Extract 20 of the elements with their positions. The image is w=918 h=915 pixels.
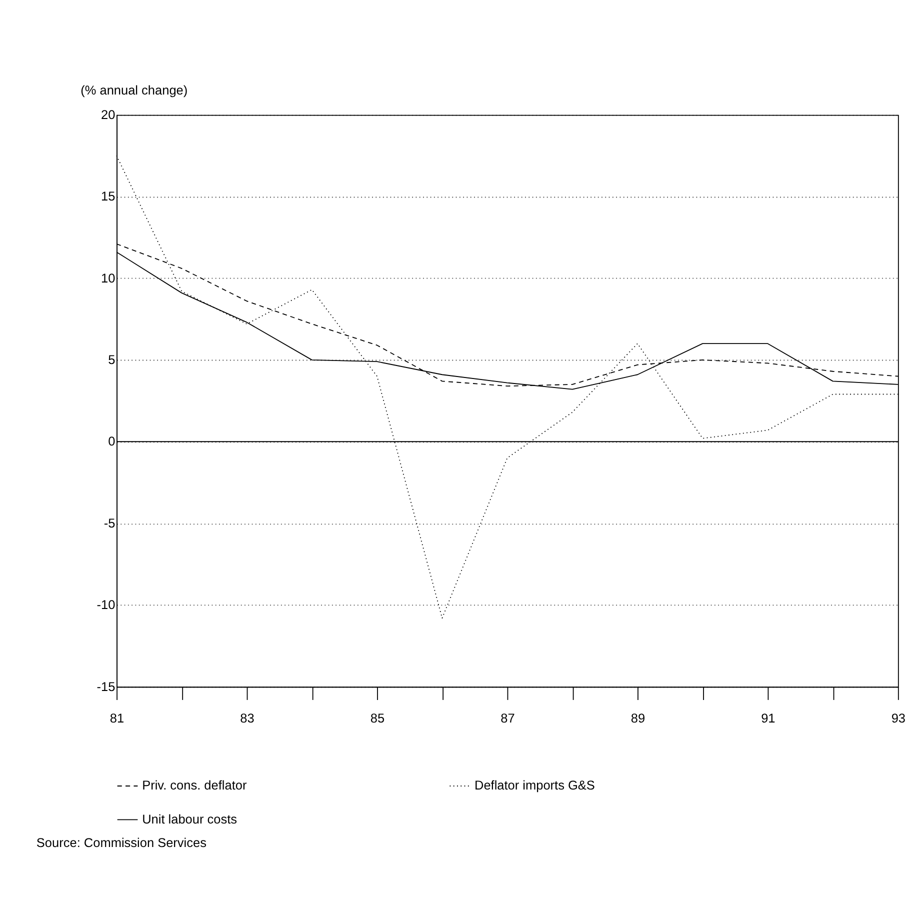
- y-tick-label: 0: [108, 434, 116, 449]
- x-tick-label: 93: [891, 710, 906, 726]
- legend-label: Deflator imports G&S: [474, 778, 595, 793]
- y-tick-label: 20: [101, 106, 116, 122]
- y-tick-label: 10: [101, 270, 116, 286]
- x-tick-label: 83: [240, 710, 254, 726]
- legend-label: Priv. cons. deflator: [142, 778, 248, 793]
- y-axis-title: (% annual change): [80, 82, 188, 98]
- x-tick-label: 87: [500, 710, 515, 726]
- x-tick-label: 89: [630, 710, 646, 726]
- x-tick-label: 85: [370, 710, 385, 726]
- x-tick-label: 81: [110, 710, 124, 726]
- y-tick-label: -10: [96, 597, 116, 612]
- y-tick-label: 15: [101, 188, 116, 204]
- y-tick-label: 5: [108, 352, 116, 368]
- y-tick-label: -5: [104, 515, 116, 530]
- source-note: Source: Commission Services: [36, 835, 206, 850]
- legend-label: Unit labour costs: [142, 811, 238, 826]
- y-tick-label: -15: [96, 678, 116, 694]
- x-tick-label: 91: [761, 710, 776, 726]
